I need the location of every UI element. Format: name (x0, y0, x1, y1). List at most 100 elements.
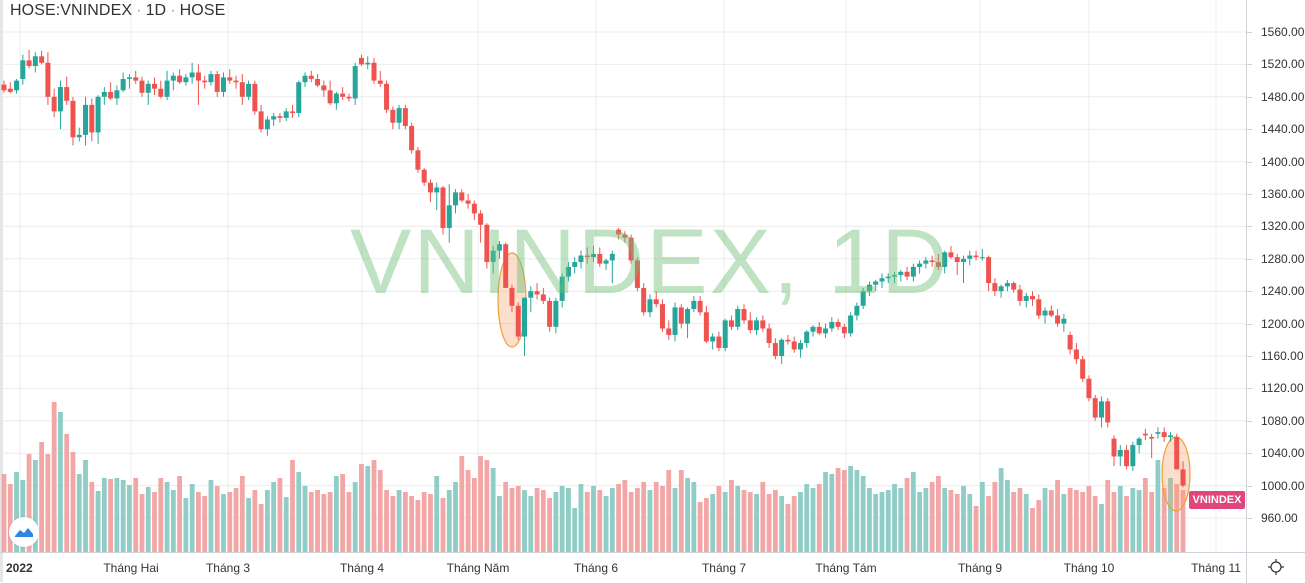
candle-body (866, 284, 872, 292)
volume-bar (584, 492, 590, 552)
volume-bar (277, 478, 283, 552)
candle-body (152, 83, 158, 89)
volume-bar (258, 504, 264, 552)
time-label: Tháng 11 (1191, 561, 1241, 575)
volume-bar (7, 484, 13, 552)
candle-body (961, 258, 967, 263)
volume-bar (948, 490, 954, 552)
candle-body (1036, 299, 1042, 316)
volume-bar (559, 486, 565, 552)
candle-body (1, 84, 7, 91)
volume-bar (672, 488, 678, 552)
volume-bar (1155, 460, 1161, 552)
candle-body (584, 255, 590, 258)
candle-body (1017, 289, 1023, 301)
volume-bar (208, 480, 214, 552)
volume-bar (566, 488, 571, 552)
candle-body (1174, 437, 1180, 470)
volume-bar (1023, 494, 1029, 552)
price-label: 1320.00 (1261, 219, 1305, 234)
price-axis[interactable]: 1560.00 1520.00 1480.00 1440.00 1400.00 1360.… (1246, 0, 1305, 552)
price-tick (1247, 32, 1252, 33)
volume-bar (453, 482, 458, 552)
candle-body (296, 82, 302, 113)
candle-body (189, 72, 195, 78)
candle-body (26, 60, 32, 67)
volume-bar (578, 484, 584, 552)
interval-label[interactable]: 1D (145, 2, 167, 19)
time-axis[interactable]: 2022 Tháng Hai Tháng 3 Tháng 4 Tháng Năm Thán… (0, 552, 1246, 583)
candle-body (860, 291, 866, 306)
candle-body (923, 260, 929, 264)
volume-bar (609, 488, 615, 552)
candle-body (195, 72, 201, 81)
candle-body (264, 119, 270, 130)
volume-bar (710, 494, 716, 552)
candle-body (459, 192, 465, 201)
candle-body (728, 320, 734, 327)
settings-gear-icon[interactable] (1267, 558, 1285, 576)
volume-bar (490, 468, 496, 552)
candle-body (202, 80, 208, 83)
time-label: Tháng 6 (573, 561, 619, 575)
candle-body (396, 108, 402, 123)
volume-bar (1005, 480, 1010, 552)
volume-bar (221, 494, 226, 552)
candle-body (841, 326, 847, 334)
volume-bar (1030, 508, 1035, 552)
candle-body (183, 77, 189, 83)
settings-corner[interactable] (1246, 552, 1305, 583)
volume-bar (528, 496, 534, 552)
price-label: 1240.00 (1261, 284, 1305, 299)
chart-title: HOSE:VNINDEX · 1D · HOSE (10, 2, 226, 19)
volume-bar (597, 490, 603, 552)
price-label: 1080.00 (1261, 413, 1305, 428)
volume-bar (233, 488, 239, 552)
volume-bar (722, 492, 728, 552)
volume-bar (1099, 504, 1104, 552)
candle-body (384, 83, 390, 110)
volume-bar (139, 494, 145, 552)
volume-bar (553, 492, 559, 552)
volume-bar (1055, 480, 1060, 552)
candle-body (603, 260, 609, 264)
volume-bar (766, 494, 772, 552)
volume-bar (14, 472, 19, 552)
candle-body (904, 271, 910, 277)
candle-body (503, 244, 509, 288)
candle-body (1073, 349, 1079, 360)
candle-body (848, 315, 854, 334)
symbol-name[interactable]: HOSE:VNINDEX (10, 2, 133, 19)
price-tick (1247, 96, 1252, 98)
volume-bar (478, 456, 484, 552)
volume-bar (409, 496, 415, 552)
candle-body (358, 57, 364, 65)
volume-bar (384, 490, 389, 552)
volume-bar (390, 496, 396, 552)
candle-body (1011, 283, 1017, 290)
volume-bar (929, 482, 935, 552)
candle-body (948, 252, 954, 258)
candle-body (1042, 310, 1048, 316)
candle-body (1142, 433, 1148, 436)
volume-bar (459, 456, 465, 552)
candle-body (233, 80, 239, 83)
candle-body (898, 271, 904, 275)
candle-body (1161, 432, 1167, 437)
candle-body (1117, 449, 1123, 457)
volume-bar (1036, 500, 1042, 552)
tradingview-logo[interactable] (9, 517, 39, 547)
volume-bar (133, 478, 139, 552)
exchange-label: HOSE (179, 2, 226, 19)
volume-bar (591, 486, 596, 552)
volume-bar (271, 482, 277, 552)
volume-bar (440, 498, 446, 552)
candle-body (321, 85, 327, 91)
time-label: Tháng Tám (815, 561, 877, 575)
price-chart-plot[interactable] (0, 0, 1246, 552)
candle-body (271, 116, 277, 120)
candle-body (578, 255, 584, 263)
volume-bar (32, 460, 38, 552)
volume-bar (402, 492, 408, 552)
